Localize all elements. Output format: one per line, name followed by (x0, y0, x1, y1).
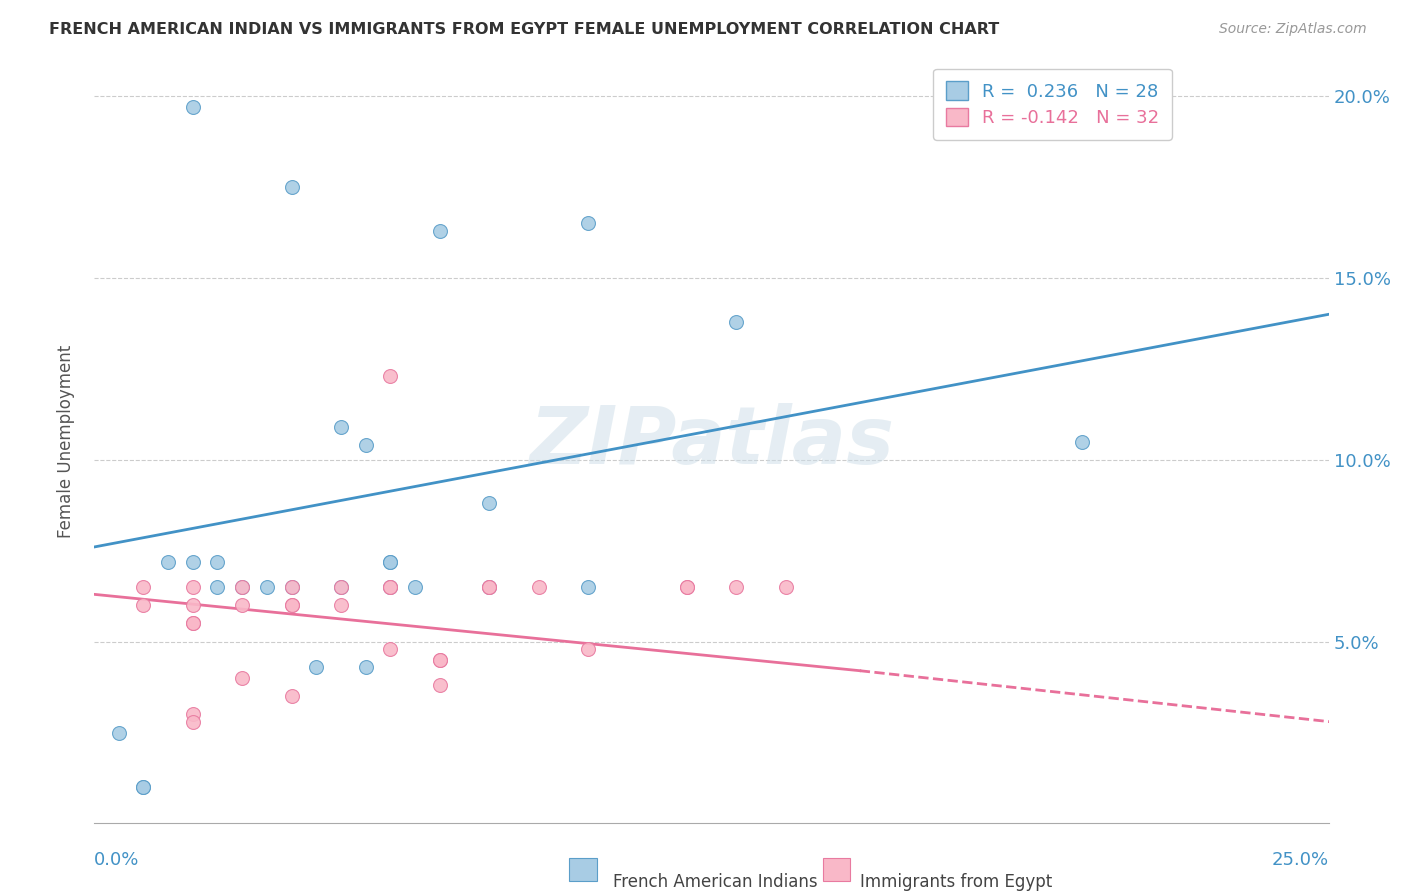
Point (305, 660, 328, 674)
Point (675, 580, 697, 594)
Point (775, 580, 797, 594)
Point (181, 616, 204, 631)
Point (354, 660, 377, 674)
Text: Source: ZipAtlas.com: Source: ZipAtlas.com (1219, 22, 1367, 37)
Point (725, 314, 748, 328)
Point (380, 580, 402, 594)
Point (181, 100, 204, 114)
Y-axis label: Female Unemployment: Female Unemployment (58, 345, 75, 538)
Point (132, 780, 155, 794)
Point (380, 580, 402, 594)
Bar (569, 858, 596, 880)
Point (132, 780, 155, 794)
Bar (823, 858, 849, 880)
Point (107, 725, 129, 739)
Point (429, 653, 451, 667)
Text: ZIPatlas: ZIPatlas (529, 402, 894, 481)
Point (181, 714, 204, 729)
Point (527, 580, 550, 594)
Point (576, 641, 599, 656)
Point (380, 555, 402, 569)
Point (132, 599, 155, 613)
Point (181, 707, 204, 722)
Point (429, 223, 451, 237)
Point (429, 678, 451, 692)
Point (354, 438, 377, 452)
Point (231, 580, 253, 594)
Point (157, 555, 180, 569)
Point (478, 580, 501, 594)
Point (404, 580, 426, 594)
Point (330, 580, 353, 594)
Point (207, 555, 229, 569)
Point (478, 580, 501, 594)
Point (280, 599, 302, 613)
Point (231, 599, 253, 613)
Point (675, 580, 697, 594)
Text: Immigrants from Egypt: Immigrants from Egypt (859, 873, 1052, 891)
Point (576, 216, 599, 230)
Point (181, 555, 204, 569)
Point (380, 369, 402, 384)
Point (725, 580, 748, 594)
Point (280, 689, 302, 703)
Text: French American Indians: French American Indians (613, 873, 817, 891)
Point (256, 580, 278, 594)
Point (181, 599, 204, 613)
Point (576, 580, 599, 594)
Point (429, 653, 451, 667)
Point (380, 580, 402, 594)
Point (380, 555, 402, 569)
Point (231, 671, 253, 685)
Point (280, 180, 302, 194)
Text: 0.0%: 0.0% (94, 851, 139, 870)
Point (330, 420, 353, 434)
Legend: R =  0.236   N = 28, R = -0.142   N = 32: R = 0.236 N = 28, R = -0.142 N = 32 (934, 69, 1171, 140)
Point (231, 580, 253, 594)
Point (380, 641, 402, 656)
Point (280, 580, 302, 594)
Point (330, 580, 353, 594)
Point (478, 580, 501, 594)
Text: 25.0%: 25.0% (1272, 851, 1329, 870)
Point (478, 496, 501, 510)
Point (1071, 434, 1094, 449)
Text: FRENCH AMERICAN INDIAN VS IMMIGRANTS FROM EGYPT FEMALE UNEMPLOYMENT CORRELATION : FRENCH AMERICAN INDIAN VS IMMIGRANTS FRO… (49, 22, 1000, 37)
Point (181, 616, 204, 631)
Point (330, 599, 353, 613)
Point (280, 599, 302, 613)
Point (207, 580, 229, 594)
Point (132, 580, 155, 594)
Point (181, 580, 204, 594)
Point (280, 580, 302, 594)
